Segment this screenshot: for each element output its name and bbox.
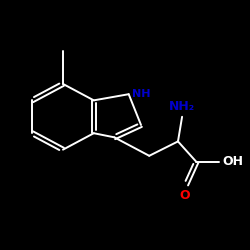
Text: OH: OH bbox=[222, 156, 243, 168]
Text: O: O bbox=[180, 189, 190, 202]
Text: NH₂: NH₂ bbox=[169, 100, 195, 113]
Text: NH: NH bbox=[132, 89, 150, 99]
